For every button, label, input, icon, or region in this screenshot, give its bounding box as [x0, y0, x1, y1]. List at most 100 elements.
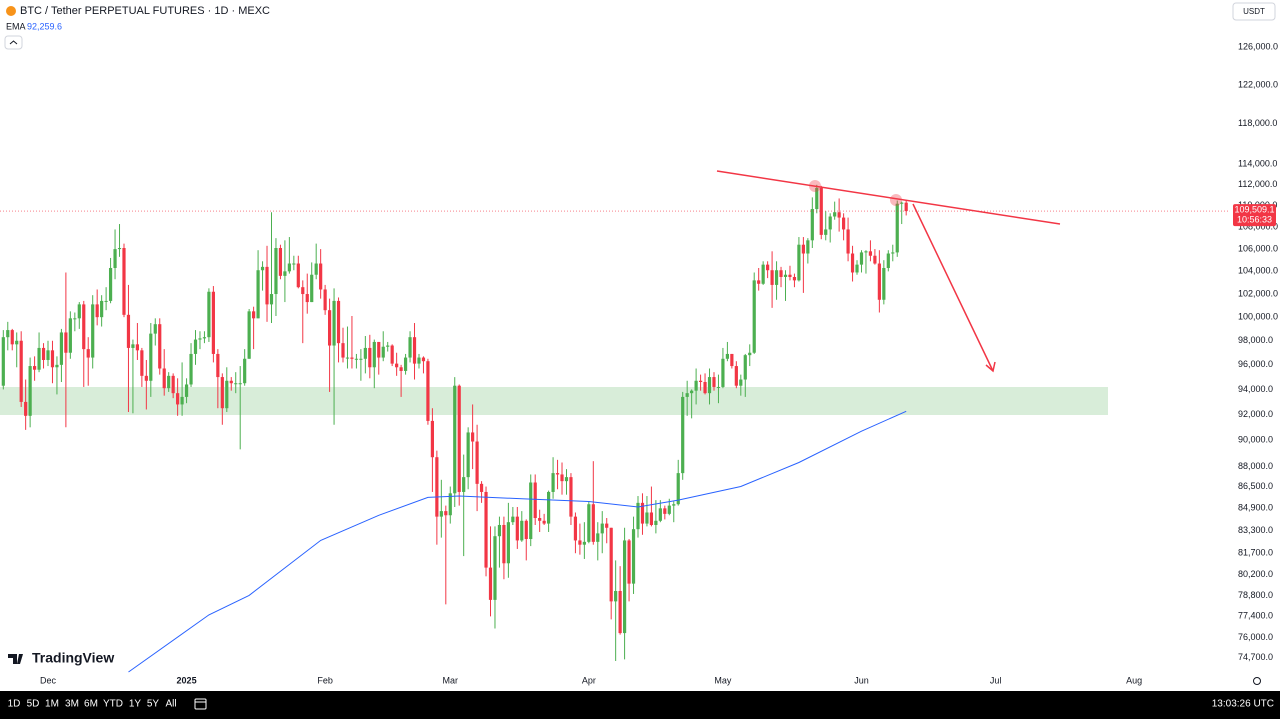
candle-body [833, 212, 837, 217]
candle-body [573, 516, 578, 541]
candle-body [859, 252, 864, 265]
candle-body [252, 311, 256, 319]
settings-icon[interactable] [1253, 677, 1261, 685]
range-button[interactable]: 1M [45, 699, 59, 710]
candle-body [842, 217, 846, 230]
candle-body [555, 473, 560, 475]
collapse-button[interactable] [4, 35, 23, 50]
candle-body [122, 248, 126, 315]
price-tag [1233, 204, 1276, 227]
range-button[interactable]: 1D [8, 699, 21, 710]
candle-body [810, 209, 814, 241]
y-tick-label: 88,000.0 [1238, 461, 1273, 471]
currency-button[interactable]: USDT [1232, 2, 1276, 21]
indicator-value: 92,259.6 [27, 21, 62, 31]
candle-body [269, 294, 274, 305]
candle-body [332, 300, 336, 346]
candle-body [864, 251, 868, 253]
candle-body [882, 267, 886, 300]
candle-body [202, 337, 207, 339]
candle-body [395, 363, 399, 368]
y-tick-label: 114,000.0 [1238, 159, 1277, 169]
candle-body [363, 347, 367, 359]
candle-body [403, 357, 408, 371]
header: BTC / Tether PERPETUAL FUTURES · 1D · ME… [4, 5, 270, 50]
candle-body [131, 344, 135, 348]
candle-body [618, 590, 622, 634]
candle-body [100, 300, 104, 318]
candle-body [15, 340, 19, 345]
candle-body [591, 504, 595, 542]
candle-body [95, 304, 99, 318]
candle-body [792, 276, 797, 281]
candle-body [569, 477, 573, 517]
range-button[interactable]: All [165, 699, 176, 710]
candle-body [681, 396, 685, 474]
candle-body [868, 251, 873, 256]
y-tick-label: 112,000.0 [1238, 179, 1277, 189]
y-tick-label: 106,000.0 [1238, 243, 1278, 253]
candle-body [511, 516, 515, 523]
range-button[interactable]: 5D [27, 699, 40, 710]
y-tick-label: 118,000.0 [1238, 118, 1277, 128]
range-button[interactable]: 1Y [129, 699, 142, 710]
candle-body [176, 393, 180, 405]
candle-body [895, 203, 899, 253]
candle-body [631, 529, 636, 584]
candle-body [600, 523, 604, 534]
candle-body [310, 274, 314, 303]
candle-body [627, 540, 631, 584]
candle-body [296, 263, 300, 288]
candle-body [211, 291, 215, 354]
candle-body [640, 502, 645, 524]
candle-body [658, 508, 662, 521]
candle-body [247, 311, 251, 359]
candle-body [904, 202, 908, 212]
range-button[interactable]: YTD [103, 699, 123, 710]
candle-body [323, 289, 327, 311]
range-button[interactable]: 3M [65, 699, 79, 710]
candle-body [783, 274, 788, 277]
candle-body [533, 482, 537, 519]
candle-body [91, 304, 95, 358]
candle-body [283, 271, 287, 276]
candle-body [46, 350, 50, 360]
candle-body [850, 253, 855, 273]
candle-body [278, 248, 283, 276]
candle-body [55, 364, 59, 368]
candle-body [86, 349, 90, 358]
candle-body [350, 357, 354, 359]
candle-body [327, 310, 332, 346]
candle-body [243, 358, 247, 384]
candle-body [471, 432, 475, 442]
calendar-icon[interactable] [194, 698, 207, 710]
candle-body [50, 350, 55, 368]
candle-body [207, 291, 211, 338]
x-tick-label: 2025 [177, 675, 197, 685]
candle-body [336, 300, 341, 344]
candle-body [676, 473, 680, 505]
candle-body [171, 375, 175, 394]
candle-body [502, 524, 506, 564]
candle-body [462, 477, 466, 492]
x-tick-label: Feb [317, 675, 333, 685]
y-tick-label: 86,500.0 [1238, 481, 1273, 491]
candle-body [435, 457, 439, 517]
candle-body [444, 511, 448, 516]
candle-body [609, 527, 613, 602]
range-button[interactable]: 5Y [147, 699, 160, 710]
candle-body [144, 375, 148, 381]
brand: TradingView [8, 650, 114, 666]
candle-body [426, 361, 430, 421]
y-tick-label: 92,000.0 [1238, 409, 1273, 419]
countdown: 10:56:33 [1237, 214, 1272, 224]
candle-body [663, 508, 667, 514]
x-tick-label: Apr [582, 675, 596, 685]
y-tick-label: 81,700.0 [1238, 548, 1273, 558]
candle-body [748, 352, 752, 356]
range-button[interactable]: 6M [84, 699, 98, 710]
x-tick-label: Dec [40, 675, 57, 685]
candle-body [287, 263, 291, 272]
candle-body [1, 337, 5, 386]
candle-body [493, 536, 497, 600]
